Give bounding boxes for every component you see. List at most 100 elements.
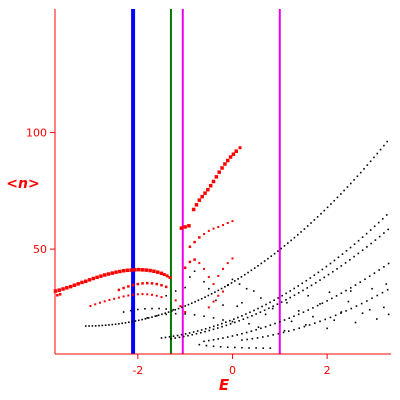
black-point-14 xyxy=(203,315,205,318)
red-point-66 xyxy=(217,294,220,297)
black-point-s1-30 xyxy=(281,294,283,297)
black-point-21 xyxy=(189,276,191,278)
black-point-s0-55 xyxy=(267,257,269,260)
black-point-s2-41 xyxy=(344,262,347,264)
black-point-18 xyxy=(165,294,168,297)
black-point-25 xyxy=(215,299,217,302)
black-point-s2-10 xyxy=(212,328,215,331)
black-point-s2-32 xyxy=(306,287,309,289)
black-point-s3-36 xyxy=(373,272,376,274)
black-point-26 xyxy=(222,304,224,306)
black-point-s0-40 xyxy=(217,289,220,292)
black-point-s3-16 xyxy=(278,321,281,323)
black-point-s0-32 xyxy=(190,302,193,305)
red-point-7 xyxy=(80,280,84,285)
red-point-105 xyxy=(217,274,220,277)
black-point-s3-5 xyxy=(226,336,229,338)
red-point-86 xyxy=(234,149,239,153)
red-point-74 xyxy=(200,194,204,199)
red-point-81 xyxy=(220,166,224,170)
black-point-s2-2 xyxy=(178,336,181,339)
black-point-s1-53 xyxy=(373,225,376,228)
red-point-96 xyxy=(226,221,229,224)
black-point-s0-29 xyxy=(181,306,183,309)
black-point-s4-2 xyxy=(251,337,254,340)
black-point-s3-15 xyxy=(274,322,276,325)
black-point-s0-14 xyxy=(131,320,133,323)
red-point-14 xyxy=(106,272,111,276)
black-point-s3-34 xyxy=(364,278,366,281)
black-point-s1-33 xyxy=(293,287,296,290)
black-point-s4-25 xyxy=(371,297,373,300)
black-point-s0-76 xyxy=(336,196,339,199)
red-point-51 xyxy=(117,296,120,299)
red-point-34 xyxy=(117,288,121,292)
black-point-s3-30 xyxy=(345,289,347,292)
black-point-s2-4 xyxy=(187,334,189,337)
red-point-29 xyxy=(162,273,166,277)
black-point-s1-4 xyxy=(176,334,179,337)
black-point-48 xyxy=(264,313,267,316)
red-point-69 xyxy=(183,225,187,229)
black-point-66 xyxy=(286,301,288,304)
black-point-46 xyxy=(248,322,250,325)
black-point-s4-22 xyxy=(355,305,358,307)
black-point-s2-25 xyxy=(276,303,279,305)
black-point-s1-49 xyxy=(357,239,360,242)
red-point-47 xyxy=(98,301,101,304)
black-point-s1-29 xyxy=(277,297,279,299)
black-point-s4-16 xyxy=(324,318,327,321)
red-point-60 xyxy=(160,296,163,299)
black-point-s2-31 xyxy=(302,289,304,292)
red-point-63 xyxy=(184,311,187,314)
red-point-59 xyxy=(155,294,158,297)
black-point-s2-29 xyxy=(293,294,296,297)
black-point-s2-37 xyxy=(327,273,330,276)
red-point-99 xyxy=(188,260,192,264)
black-point-s0-85 xyxy=(366,164,369,166)
red-point-87 xyxy=(238,146,242,150)
black-point-s2-51 xyxy=(387,228,389,231)
red-point-103 xyxy=(207,276,210,279)
red-point-3 xyxy=(65,286,69,290)
black-point-s3-35 xyxy=(368,275,371,278)
black-point-70 xyxy=(371,287,373,290)
red-point-101 xyxy=(198,262,201,265)
black-point-s0-13 xyxy=(128,321,130,324)
black-point-s1-12 xyxy=(208,326,211,329)
red-point-77 xyxy=(208,183,213,188)
black-point-s0-10 xyxy=(118,322,120,325)
black-point-54 xyxy=(312,315,314,318)
black-point-s2-18 xyxy=(246,316,249,319)
black-point-27 xyxy=(226,284,229,287)
black-point-s1-39 xyxy=(317,271,320,274)
black-point-51 xyxy=(290,320,293,323)
black-point-s1-16 xyxy=(225,321,227,324)
black-point-s0-69 xyxy=(313,219,316,221)
black-point-s4-15 xyxy=(319,320,321,323)
black-point-11 xyxy=(174,312,177,315)
black-point-s0-72 xyxy=(323,209,326,212)
black-point-s2-15 xyxy=(234,321,236,324)
black-point-s2-50 xyxy=(383,232,385,234)
black-point-s0-16 xyxy=(137,319,140,322)
black-point-s1-55 xyxy=(381,217,384,220)
red-point-100 xyxy=(193,258,196,261)
black-point-s0-33 xyxy=(194,300,196,303)
black-point-13 xyxy=(193,314,196,316)
black-point-s1-1 xyxy=(164,336,167,339)
red-point-25 xyxy=(148,268,152,273)
black-point-s0-24 xyxy=(164,312,167,314)
black-point-58 xyxy=(340,311,343,313)
black-point-s0-26 xyxy=(171,310,173,312)
red-point-73 xyxy=(197,198,202,202)
x-tick-label-1: 0 xyxy=(229,364,236,377)
black-point-s1-51 xyxy=(365,232,368,235)
black-point-s0-90 xyxy=(383,144,385,147)
black-point-63 xyxy=(376,318,378,320)
black-point-s2-17 xyxy=(242,318,245,321)
black-point-s3-14 xyxy=(269,324,272,327)
black-point-s2-9 xyxy=(208,329,211,332)
red-point-106 xyxy=(222,267,224,270)
black-point-s0-64 xyxy=(296,233,299,236)
